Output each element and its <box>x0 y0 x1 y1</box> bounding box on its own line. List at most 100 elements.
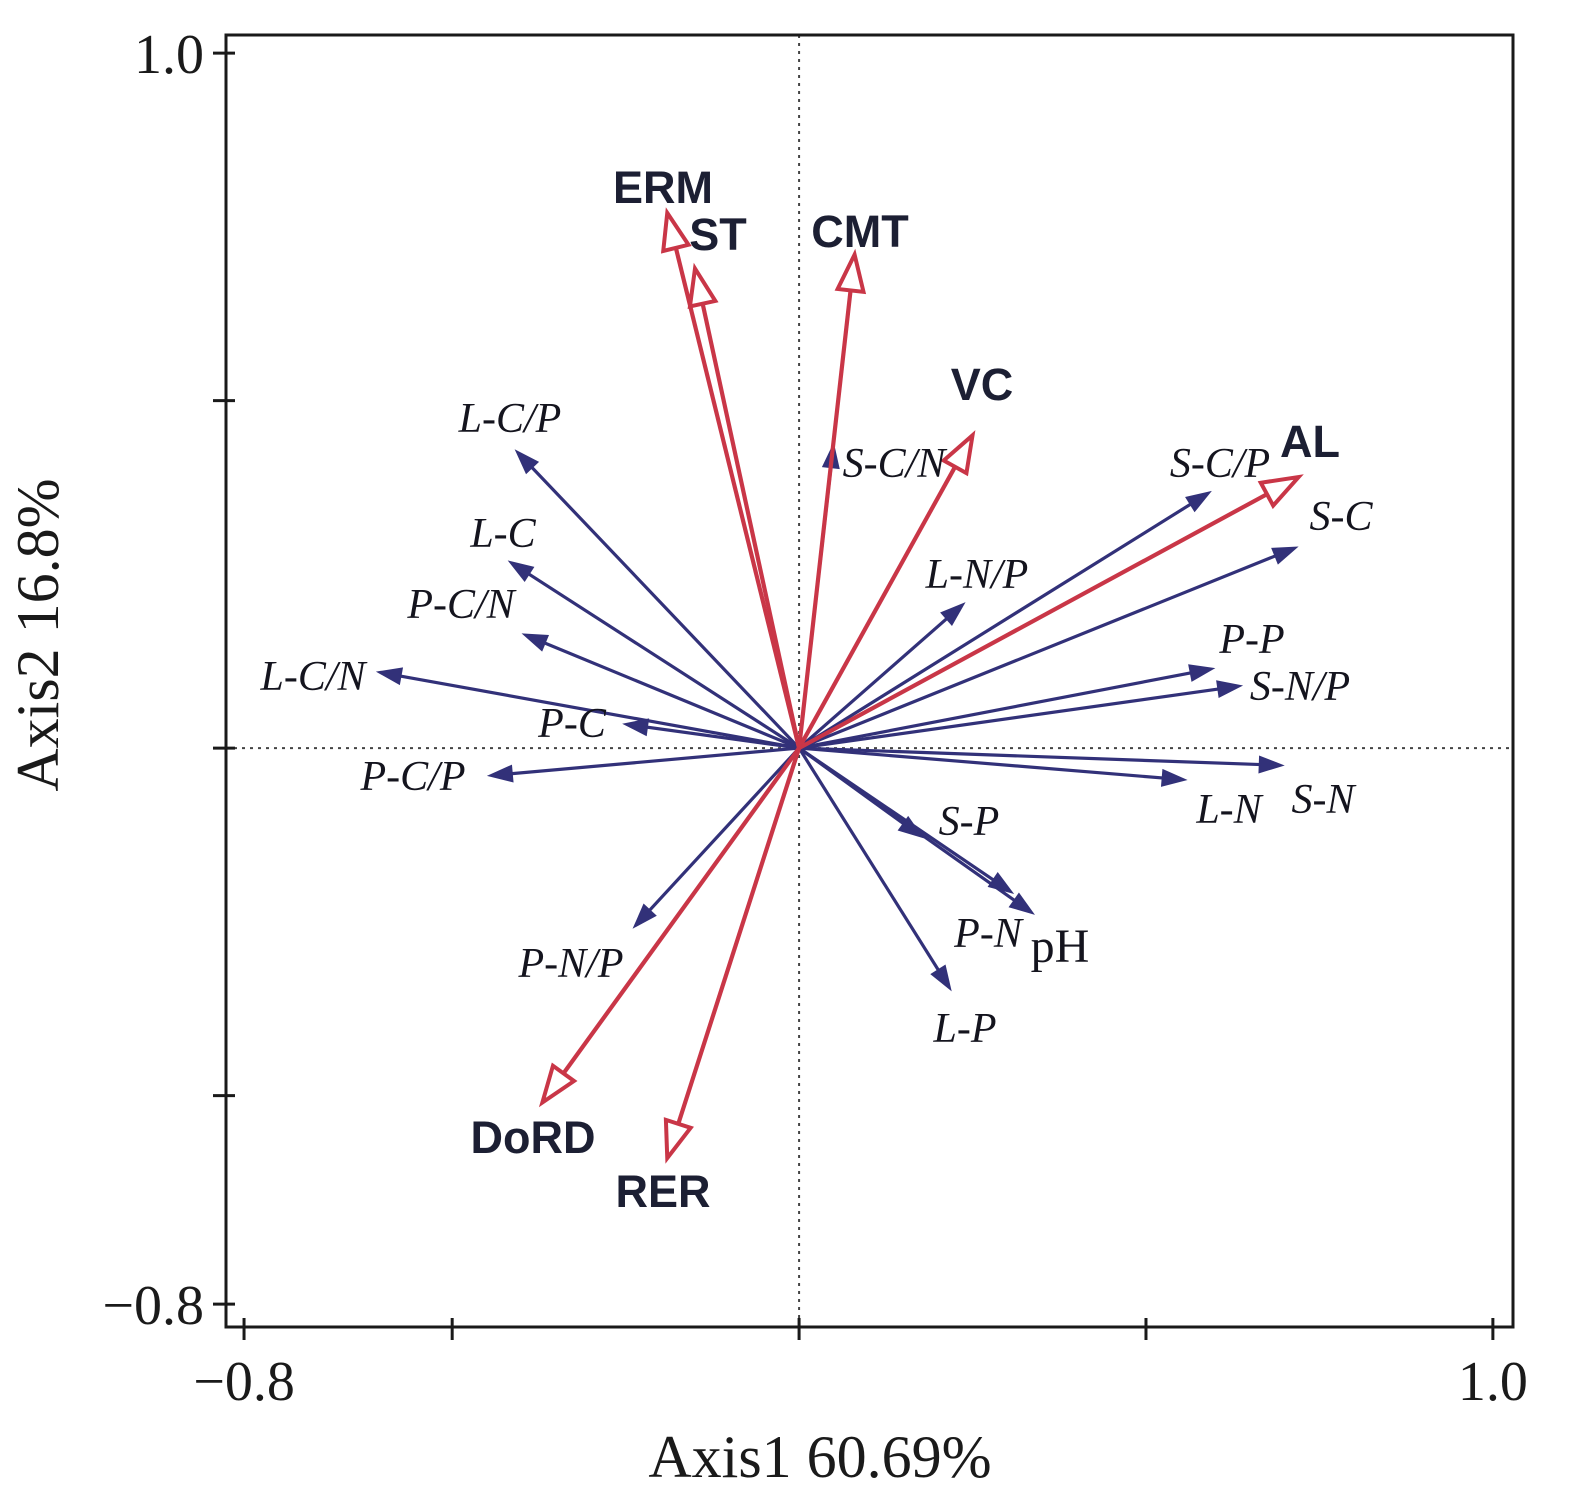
vector-p-n-p <box>632 746 801 929</box>
vector-l-c <box>507 560 800 750</box>
x-axis-title: Axis1 60.69% <box>648 1424 991 1490</box>
x-tick-label: −0.8 <box>193 1351 295 1413</box>
vector-s-c <box>798 546 1299 750</box>
vector-label-layer: L-C/P L-C P-C/N L-C/N P-C P-C/P P-N/P S-C/N L-N/… <box>259 162 1373 1217</box>
label-s-n: S-N <box>1292 777 1357 823</box>
arrow-head-open <box>538 1062 578 1108</box>
arrow-shaft <box>520 455 801 750</box>
arrow-head <box>1271 546 1299 565</box>
arrow-shaft <box>673 247 802 749</box>
y-tick-label: −0.8 <box>102 1275 204 1337</box>
arrow-head <box>1258 755 1285 774</box>
arrow-shaft <box>797 747 948 984</box>
y-tick-label: 1.0 <box>134 24 204 86</box>
vector-layer <box>375 207 1304 1164</box>
label-s-c: S-C <box>1310 494 1374 540</box>
label-l-c-n: L-C/N <box>259 654 367 700</box>
arrow-shaft <box>638 746 801 923</box>
label-s-n-p: S-N/P <box>1250 664 1350 710</box>
arrow-shaft <box>798 668 1206 750</box>
arrow-shaft <box>798 746 1028 911</box>
arrow-head <box>940 602 966 627</box>
plot-frame: −0.8 1.0 −0.8 1.0 <box>102 24 1527 1413</box>
vector-s-n <box>799 746 1285 774</box>
label-rer: RER <box>615 1166 710 1217</box>
arrow-head <box>507 560 535 583</box>
arrow-head-open <box>663 1117 694 1164</box>
arrow-head <box>632 903 657 929</box>
vector-p-p <box>798 664 1216 750</box>
arrow-shaft <box>798 494 1205 750</box>
arrow-shaft <box>798 746 1178 781</box>
arrow-head <box>987 871 1015 895</box>
label-l-n-p: L-N/P <box>925 552 1029 598</box>
arrow-shaft <box>798 492 1268 750</box>
y-axis-title: Axis2 16.8% <box>5 478 71 791</box>
arrow-shaft <box>530 635 800 750</box>
label-cmt: CMT <box>811 206 908 257</box>
arrow-head <box>486 764 514 783</box>
vector-l-c-p <box>514 449 801 750</box>
vector-rer <box>663 747 802 1164</box>
arrow-shaft <box>515 564 800 750</box>
arrow-head-open <box>1257 474 1304 510</box>
arrow-head <box>1008 892 1035 915</box>
vector-erm <box>660 207 802 749</box>
arrow-head <box>930 964 952 992</box>
x-tick-label: 1.0 <box>1458 1351 1528 1413</box>
label-l-c: L-C <box>469 511 536 557</box>
arrow-head <box>521 633 550 652</box>
vector-l-n <box>798 746 1188 787</box>
label-erm: ERM <box>613 162 713 213</box>
label-al: AL <box>1280 416 1340 467</box>
arrow-head <box>375 667 404 686</box>
label-s-c-p: S-C/P <box>1170 441 1270 487</box>
vector-cmt <box>796 248 867 749</box>
arrow-head <box>1160 768 1188 787</box>
vector-p-c <box>622 718 800 750</box>
arrow-shaft <box>798 685 1234 750</box>
label-p-p: P-P <box>1218 617 1284 663</box>
arrow-shaft <box>631 723 800 750</box>
vector-st <box>687 262 802 749</box>
arrow-head <box>1185 490 1212 513</box>
arrow-shaft <box>799 746 1275 767</box>
label-s-c-n: S-C/N <box>843 441 948 487</box>
arrow-head-open <box>687 262 719 310</box>
arrow-head <box>1216 680 1244 699</box>
label-st: ST <box>689 209 747 260</box>
arrow-head-open <box>940 430 976 477</box>
vector-l-c-n <box>375 667 800 750</box>
arrow-shaft <box>385 671 800 750</box>
vector-dord <box>538 746 801 1108</box>
label-vc: VC <box>951 359 1014 410</box>
label-p-n: P-N <box>953 911 1024 957</box>
label-l-p: L-P <box>933 1006 997 1052</box>
arrow-head <box>1188 664 1216 682</box>
label-l-n: L-N <box>1195 787 1263 833</box>
vector-l-n-p <box>798 602 966 750</box>
label-p-c: P-C <box>537 701 607 747</box>
label-p-n-p: P-N/P <box>518 941 624 987</box>
arrow-shaft <box>496 746 800 777</box>
vector-vc <box>797 430 976 750</box>
plot-border <box>224 33 1515 1329</box>
label-ph: pH <box>1031 920 1090 973</box>
label-p-c-p: P-C/P <box>360 754 466 800</box>
arrow-head-open <box>660 207 692 254</box>
arrow-shaft <box>798 548 1290 750</box>
arrow-head-open <box>834 248 867 295</box>
arrow-head <box>622 718 650 737</box>
arrow-shaft <box>676 747 802 1125</box>
vector-s-n-p <box>798 680 1244 750</box>
label-s-p: S-P <box>939 799 1000 845</box>
label-l-c-p: L-C/P <box>458 396 562 442</box>
arrow-shaft <box>700 303 802 749</box>
arrow-shaft <box>561 746 801 1075</box>
arrow-shaft <box>796 290 853 749</box>
label-dord: DoRD <box>471 1112 596 1163</box>
vector-l-p <box>797 747 952 992</box>
vector-ph <box>798 746 1035 915</box>
